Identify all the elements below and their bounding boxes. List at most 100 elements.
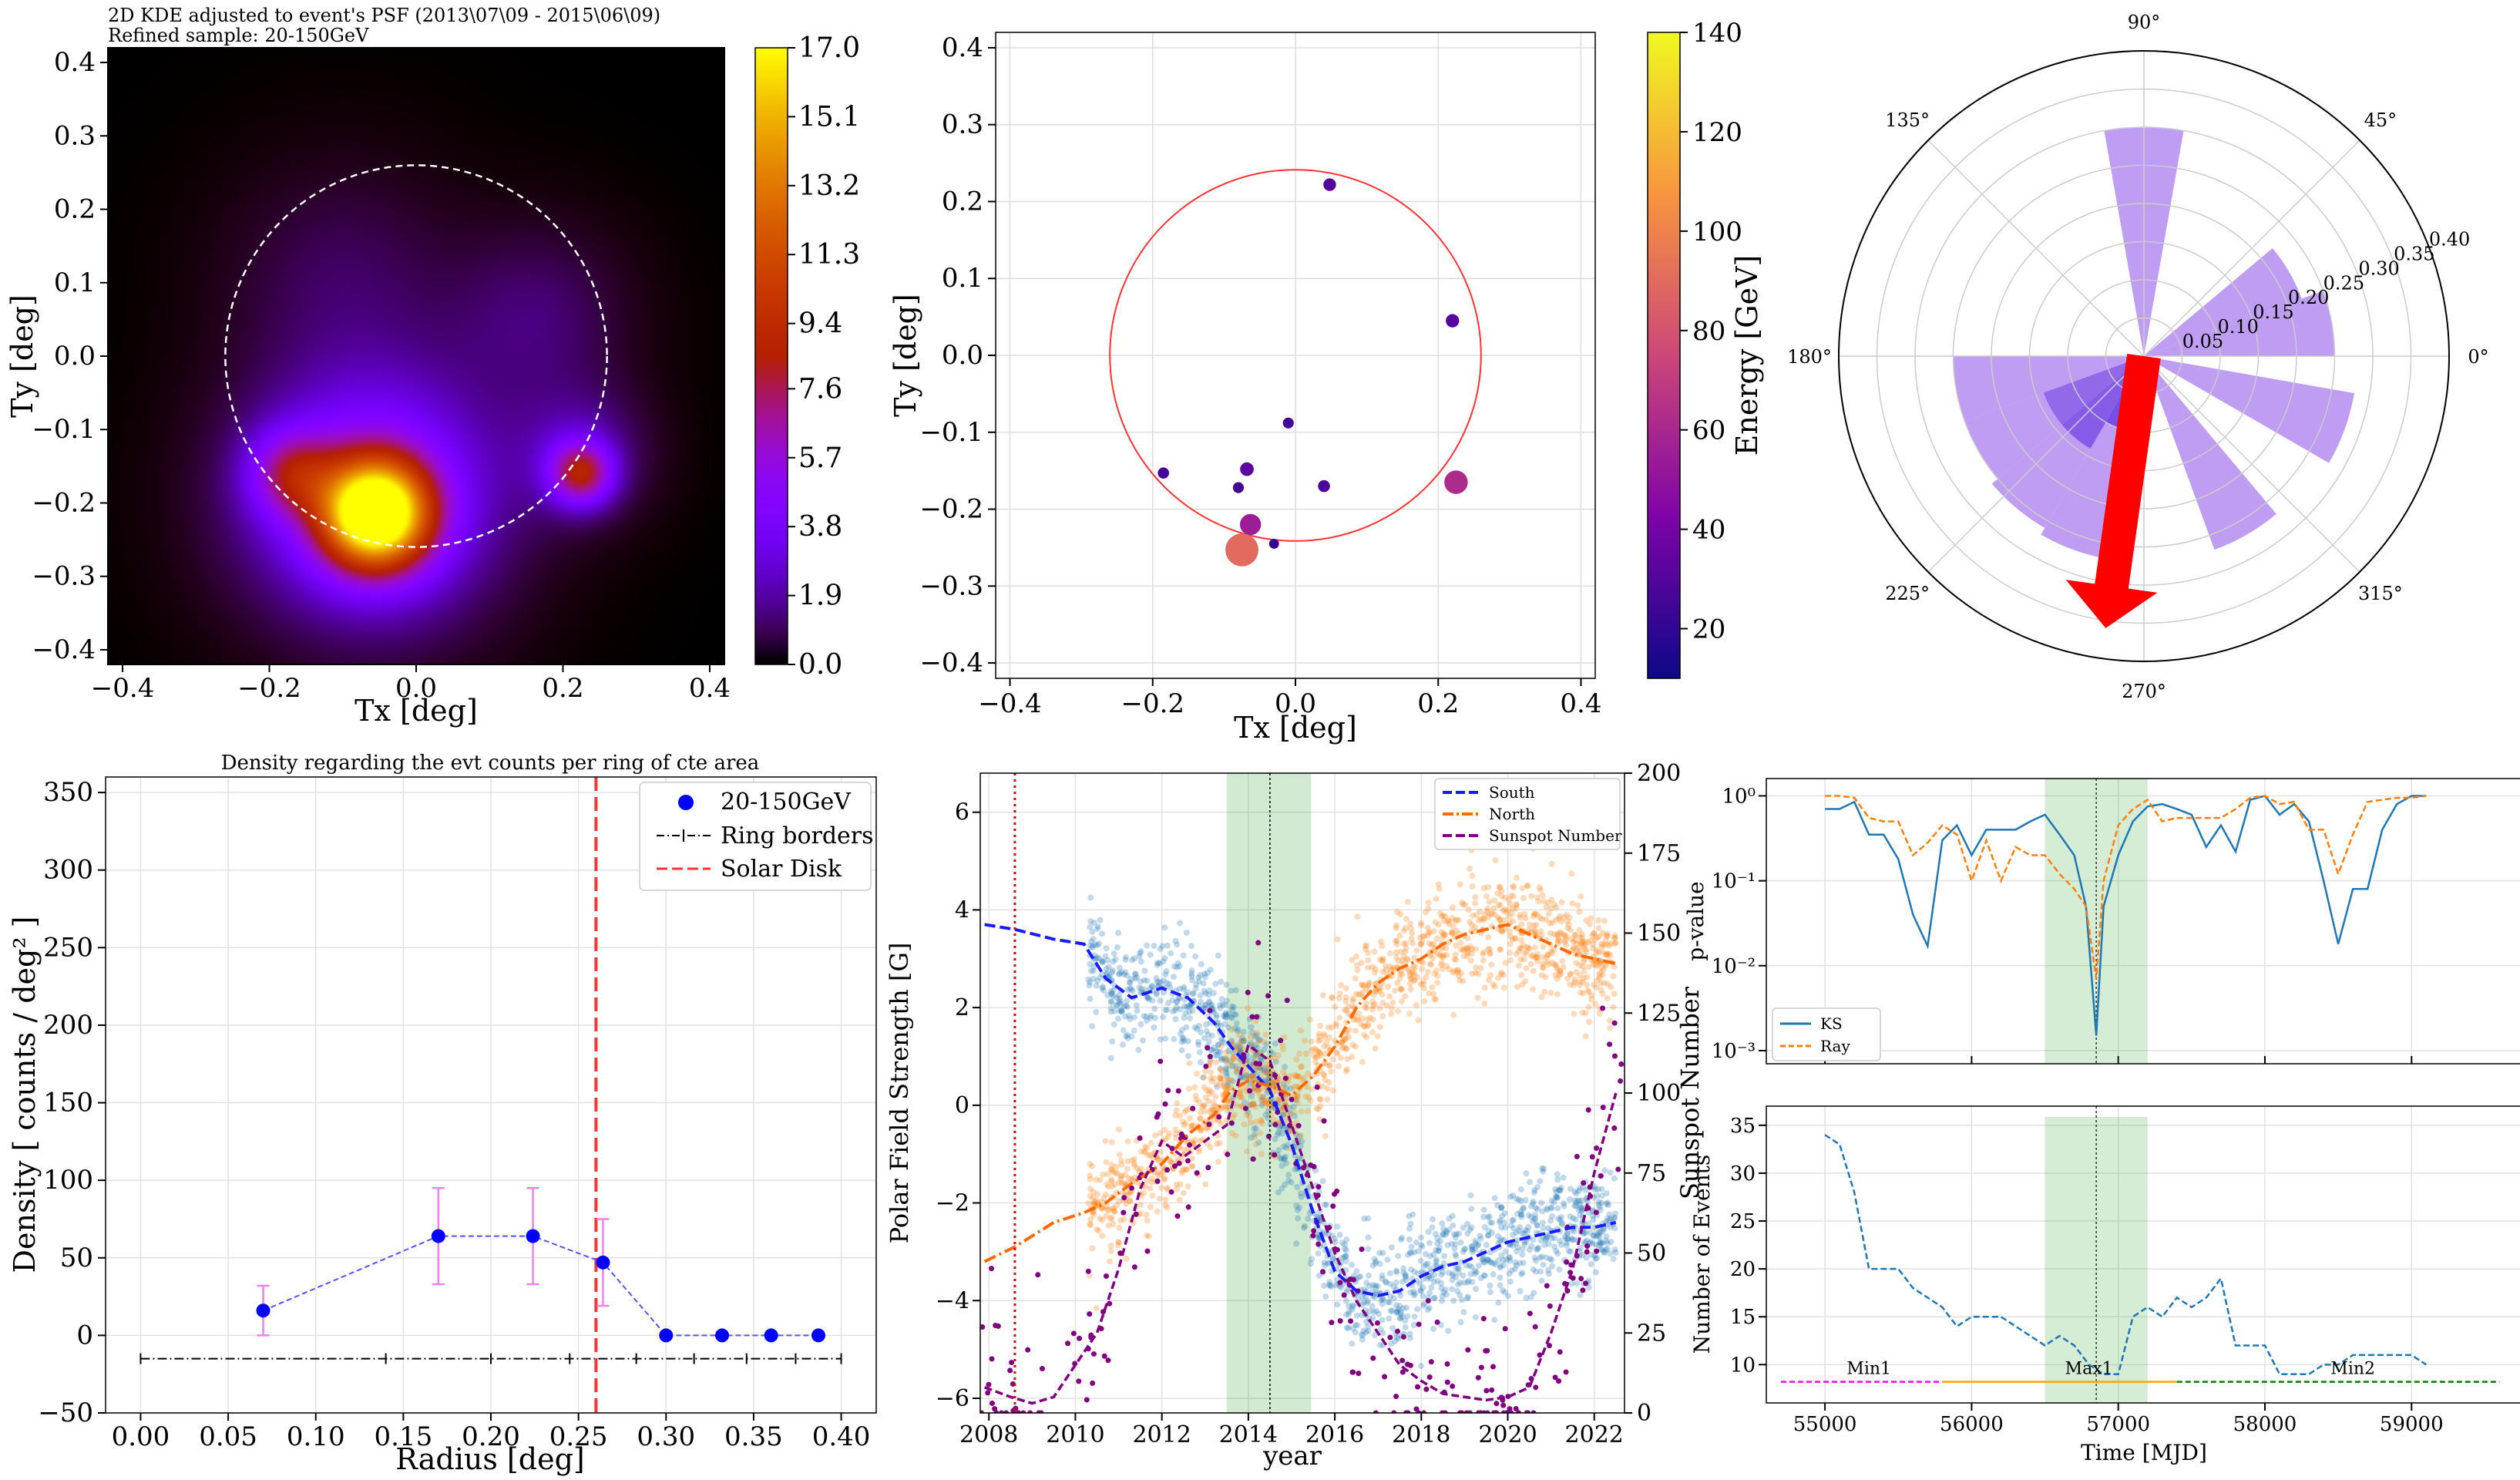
north-scatter-point — [1501, 917, 1508, 923]
south-scatter-point — [1502, 1224, 1509, 1231]
south-scatter-point — [1372, 1332, 1379, 1339]
north-scatter-point — [1148, 1175, 1155, 1182]
south-scatter-point — [1451, 1245, 1458, 1252]
north-scatter-point — [1259, 1095, 1266, 1102]
north-scatter-point — [1164, 1133, 1171, 1140]
south-scatter-point — [1087, 923, 1094, 930]
north-scatter-point — [1610, 1004, 1617, 1011]
north-scatter-point — [1578, 939, 1585, 946]
south-scatter-point — [1571, 1228, 1578, 1235]
south-scatter-point — [1515, 1227, 1522, 1234]
north-scatter-point — [1144, 1232, 1151, 1239]
north-scatter-point — [1322, 1132, 1329, 1139]
south-scatter-point — [1099, 985, 1106, 992]
south-scatter-point — [1089, 1023, 1096, 1030]
sunspot-scatter-point — [1207, 1007, 1213, 1014]
north-scatter-point — [1530, 952, 1537, 959]
north-scatter-point — [1484, 883, 1491, 890]
north-scatter-point — [1497, 946, 1504, 953]
north-scatter-point — [1487, 972, 1494, 979]
north-scatter-point — [1222, 1087, 1229, 1094]
sunspot-scatter-point — [1194, 1170, 1200, 1176]
south-scatter-point — [1110, 958, 1117, 965]
south-scatter-point — [1332, 1239, 1339, 1246]
sunspot-scatter-point — [1206, 1122, 1212, 1128]
north-scatter-point — [1126, 1189, 1133, 1196]
polar-sector — [2144, 356, 2354, 463]
south-scatter-point — [1393, 1334, 1400, 1340]
north-scatter-point — [1497, 970, 1504, 977]
south-scatter-point — [1342, 1297, 1349, 1304]
north-scatter-point — [1105, 1222, 1112, 1229]
north-scatter-point — [1087, 1161, 1094, 1168]
polar-field-y-tick-label: 6 — [955, 799, 969, 826]
south-scatter-point — [1095, 940, 1102, 947]
south-scatter-point — [1118, 1008, 1125, 1015]
sunspot-scatter-point — [1107, 1300, 1113, 1307]
sunspot-scatter-point — [986, 1381, 992, 1388]
polar-field-x-tick-label: 2020 — [1478, 1421, 1537, 1448]
south-scatter-point — [1424, 1307, 1431, 1314]
north-scatter-point — [1553, 904, 1560, 911]
north-scatter-point — [1176, 1112, 1183, 1119]
south-scatter-point — [1305, 1184, 1312, 1191]
south-scatter-point — [1481, 1259, 1488, 1266]
south-scatter-point — [1492, 1261, 1499, 1268]
south-scatter-point — [1296, 1204, 1303, 1211]
north-scatter-point — [1473, 911, 1480, 918]
south-scatter-point — [1143, 1013, 1150, 1020]
south-scatter-point — [1297, 1190, 1304, 1197]
south-scatter-point — [1410, 1249, 1417, 1256]
north-scatter-point — [1184, 1183, 1191, 1190]
south-scatter-point — [1576, 1185, 1583, 1192]
kde-title: 2D KDE adjusted to event's PSF (2013\07\… — [108, 5, 660, 26]
south-scatter-point — [1477, 1235, 1484, 1242]
south-scatter-point — [1369, 1314, 1376, 1321]
north-scatter-point — [1523, 965, 1530, 972]
north-scatter-point — [1109, 1183, 1116, 1190]
south-scatter-point — [1376, 1341, 1383, 1348]
south-scatter-point — [1416, 1280, 1423, 1287]
south-scatter-point — [1326, 1282, 1332, 1289]
south-scatter-point — [1592, 1269, 1599, 1276]
north-scatter-point — [1104, 1171, 1111, 1178]
south-scatter-point — [1393, 1267, 1399, 1274]
south-scatter-point — [1551, 1199, 1557, 1206]
north-scatter-point — [1443, 963, 1450, 970]
north-scatter-point — [1554, 975, 1561, 982]
south-scatter-point — [1153, 991, 1160, 998]
north-scatter-point — [1445, 917, 1452, 924]
south-scatter-point — [1126, 979, 1133, 986]
south-scatter-point — [1215, 1041, 1221, 1048]
south-scatter-point — [1343, 1324, 1350, 1331]
north-scatter-point — [1299, 1063, 1305, 1070]
south-scatter-point — [1530, 1236, 1537, 1243]
north-scatter-point — [1606, 942, 1613, 949]
north-scatter-point — [1457, 946, 1464, 953]
events-y-label: Number of Events — [1689, 1155, 1715, 1354]
south-scatter-point — [1514, 1237, 1520, 1244]
north-scatter-point — [1113, 1163, 1120, 1170]
south-scatter-point — [1221, 1014, 1228, 1021]
north-scatter-point — [1188, 1162, 1195, 1169]
north-scatter-point — [1500, 971, 1507, 978]
south-scatter-point — [1362, 1329, 1369, 1336]
north-scatter-point — [1365, 983, 1372, 990]
south-scatter-point — [1543, 1233, 1550, 1240]
north-scatter-point — [1457, 881, 1463, 888]
north-scatter-point — [1127, 1189, 1134, 1196]
south-scatter-point — [1183, 1004, 1190, 1011]
south-scatter-point — [1420, 1302, 1427, 1309]
south-scatter-point — [1097, 917, 1104, 923]
north-scatter-point — [1592, 957, 1599, 964]
north-scatter-point — [1418, 922, 1425, 929]
north-scatter-point — [1178, 1167, 1185, 1174]
events-plot-bg — [1766, 1106, 2520, 1403]
sunspot-scatter-point — [1216, 1114, 1222, 1120]
north-scatter-point — [1440, 952, 1447, 959]
south-scatter-point — [1585, 1284, 1592, 1291]
south-scatter-point — [1123, 1002, 1130, 1009]
north-scatter-point — [1489, 910, 1496, 917]
south-scatter-point — [1423, 1251, 1430, 1258]
north-scatter-point — [1369, 1006, 1376, 1013]
